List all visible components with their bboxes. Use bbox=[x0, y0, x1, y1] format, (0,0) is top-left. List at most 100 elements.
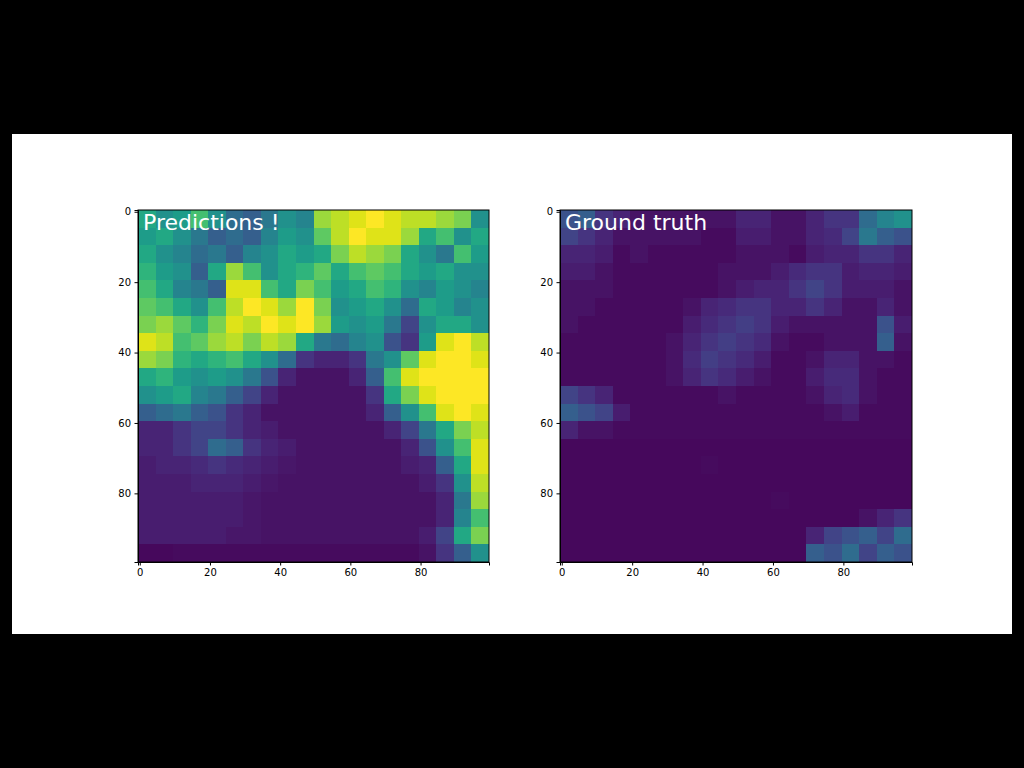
heatmap-cell bbox=[138, 386, 156, 404]
heatmap-cell bbox=[243, 386, 261, 404]
heatmap-cell bbox=[701, 316, 719, 334]
heatmap-cell bbox=[842, 527, 860, 545]
y-tick-mark bbox=[135, 423, 139, 424]
heatmap-cell bbox=[401, 421, 419, 439]
heatmap-cell bbox=[261, 351, 279, 369]
heatmap-cell bbox=[806, 351, 824, 369]
heatmap-cell bbox=[471, 210, 489, 228]
x-tick-label: 40 bbox=[697, 567, 710, 578]
heatmap-cell bbox=[771, 316, 789, 334]
heatmap-cell bbox=[156, 544, 174, 562]
heatmap-cell bbox=[789, 386, 807, 404]
heatmap-cell bbox=[736, 298, 754, 316]
heatmap-cell bbox=[226, 527, 244, 545]
heatmap-cell bbox=[718, 527, 736, 545]
heatmap-cell bbox=[436, 439, 454, 457]
heatmap-cell bbox=[771, 351, 789, 369]
heatmap-cell bbox=[789, 245, 807, 263]
heatmap-cell bbox=[877, 404, 895, 422]
heatmap-cell bbox=[454, 210, 472, 228]
heatmap-cell bbox=[436, 316, 454, 334]
heatmap-cell bbox=[296, 298, 314, 316]
heatmap-cell bbox=[331, 527, 349, 545]
heatmap-cell bbox=[331, 421, 349, 439]
heatmap-cell bbox=[384, 228, 402, 246]
heatmap-cell bbox=[666, 404, 684, 422]
heatmap-cell bbox=[683, 245, 701, 263]
heatmap-cell bbox=[436, 263, 454, 281]
heatmap-cell bbox=[349, 544, 367, 562]
heatmap-cell bbox=[331, 509, 349, 527]
heatmap-cell bbox=[824, 333, 842, 351]
heatmap-cell bbox=[613, 245, 631, 263]
heatmap-cell bbox=[842, 492, 860, 510]
heatmap-cell bbox=[595, 544, 613, 562]
heatmap-cell bbox=[842, 544, 860, 562]
heatmap-cell bbox=[173, 316, 191, 334]
heatmap-cell bbox=[436, 210, 454, 228]
heatmap-cell bbox=[894, 404, 912, 422]
heatmap-cell bbox=[314, 474, 332, 492]
heatmap-cell bbox=[701, 544, 719, 562]
heatmap-cell bbox=[877, 527, 895, 545]
heatmap-cell bbox=[718, 456, 736, 474]
heatmap-cell bbox=[806, 404, 824, 422]
heatmap-cell bbox=[859, 439, 877, 457]
heatmap-cell bbox=[877, 298, 895, 316]
heatmap-cell bbox=[419, 509, 437, 527]
heatmap-cell bbox=[471, 492, 489, 510]
heatmap-cell bbox=[278, 527, 296, 545]
heatmap-cell bbox=[666, 263, 684, 281]
heatmap-cell bbox=[471, 527, 489, 545]
heatmap-cell bbox=[419, 245, 437, 263]
heatmap-cell bbox=[226, 386, 244, 404]
heatmap-cell bbox=[894, 210, 912, 228]
y-tick: 40 bbox=[540, 347, 560, 358]
heatmap-cell bbox=[349, 509, 367, 527]
heatmap-cell bbox=[718, 386, 736, 404]
heatmap-cell bbox=[436, 368, 454, 386]
heatmap-cell bbox=[156, 509, 174, 527]
y-tick: 20 bbox=[118, 277, 138, 288]
y-tick: 80 bbox=[540, 488, 560, 499]
heatmap-cell bbox=[156, 351, 174, 369]
heatmap-cell bbox=[578, 509, 596, 527]
heatmap-cell bbox=[208, 404, 226, 422]
heatmap-cell bbox=[296, 245, 314, 263]
heatmap-cell bbox=[454, 456, 472, 474]
heatmap-cell bbox=[314, 404, 332, 422]
heatmap-cell bbox=[859, 316, 877, 334]
heatmap-cell bbox=[613, 544, 631, 562]
heatmap-cell bbox=[578, 298, 596, 316]
heatmap-cell bbox=[859, 280, 877, 298]
heatmap-cell bbox=[191, 421, 209, 439]
heatmap-cell bbox=[191, 474, 209, 492]
heatmap-cell bbox=[560, 456, 578, 474]
heatmap-cell bbox=[806, 245, 824, 263]
heatmap-cell bbox=[436, 245, 454, 263]
heatmap-cell bbox=[471, 298, 489, 316]
heatmap-cell bbox=[736, 333, 754, 351]
heatmap-cell bbox=[736, 263, 754, 281]
heatmap-cell bbox=[173, 368, 191, 386]
x-tick: 60 bbox=[767, 562, 780, 578]
heatmap-cell bbox=[701, 527, 719, 545]
y-tick: 60 bbox=[118, 418, 138, 429]
heatmap-cell bbox=[173, 245, 191, 263]
heatmap-cell bbox=[173, 421, 191, 439]
heatmap-cell bbox=[471, 280, 489, 298]
heatmap-cell bbox=[278, 421, 296, 439]
heatmap-cell bbox=[366, 298, 384, 316]
heatmap-cell bbox=[366, 527, 384, 545]
heatmap-cell bbox=[419, 386, 437, 404]
heatmap-cell bbox=[595, 456, 613, 474]
figure-background bbox=[12, 134, 1012, 634]
heatmap-cell bbox=[595, 351, 613, 369]
heatmap-cell bbox=[630, 316, 648, 334]
heatmap-cell bbox=[261, 316, 279, 334]
heatmap-cell bbox=[366, 245, 384, 263]
heatmap-cell bbox=[156, 439, 174, 457]
heatmap-cell bbox=[366, 421, 384, 439]
heatmap-cell bbox=[894, 527, 912, 545]
heatmap-cell bbox=[630, 456, 648, 474]
